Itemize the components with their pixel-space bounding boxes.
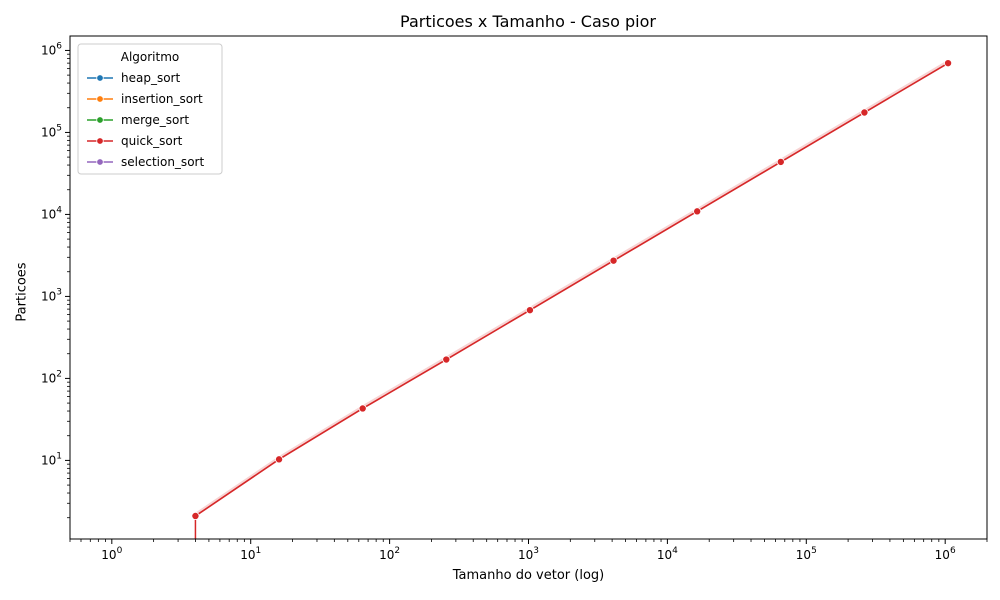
y-tick-label: 104: [41, 205, 62, 221]
legend-label-heap_sort: heap_sort: [121, 71, 180, 85]
y-tick-label: 103: [41, 287, 62, 303]
data-point: [944, 59, 953, 68]
y-tick-label: 101: [41, 451, 62, 467]
data-point: [776, 157, 785, 166]
x-tick-label: 100: [101, 546, 122, 562]
x-tick-label: 104: [657, 546, 678, 562]
x-tick-label: 103: [518, 546, 539, 562]
series-band-quick_sort: [195, 59, 949, 518]
legend-marker-merge_sort: [96, 116, 104, 124]
data-point: [358, 404, 367, 413]
x-tick-label: 105: [796, 546, 817, 562]
legend-marker-quick_sort: [96, 137, 104, 145]
chart-title: Particoes x Tamanho - Caso pior: [400, 12, 656, 31]
y-tick-label: 106: [41, 41, 62, 57]
legend-label-quick_sort: quick_sort: [121, 134, 183, 148]
legend-marker-selection_sort: [96, 158, 104, 166]
y-axis-label: Particoes: [14, 262, 30, 322]
data-point: [609, 256, 618, 265]
x-tick-label: 106: [935, 546, 956, 562]
legend-label-merge_sort: merge_sort: [121, 113, 189, 127]
y-tick-label: 105: [41, 123, 62, 139]
legend-marker-heap_sort: [96, 74, 104, 82]
data-point: [442, 355, 451, 364]
x-tick-label: 101: [240, 546, 261, 562]
x-tick-label: 102: [379, 546, 400, 562]
data-point: [525, 306, 534, 315]
legend: Algoritmo heap_sort insertion_sort merge_so…: [77, 43, 223, 175]
series-quick_sort: [191, 59, 953, 539]
legend-label-insertion_sort: insertion_sort: [121, 92, 203, 106]
data-point: [693, 207, 702, 216]
data-point: [860, 108, 869, 117]
legend-label-selection_sort: selection_sort: [121, 155, 204, 169]
plot-frame: [69, 35, 988, 540]
legend-marker-insertion_sort: [96, 95, 104, 103]
y-tick-label: 102: [41, 369, 62, 385]
data-point: [191, 511, 200, 520]
series-line-quick_sort: [194, 62, 949, 517]
legend-box: [77, 43, 223, 175]
x-axis-label: Tamanho do vetor (log): [452, 568, 605, 583]
legend-title: Algoritmo: [121, 50, 180, 64]
data-point: [275, 455, 284, 464]
